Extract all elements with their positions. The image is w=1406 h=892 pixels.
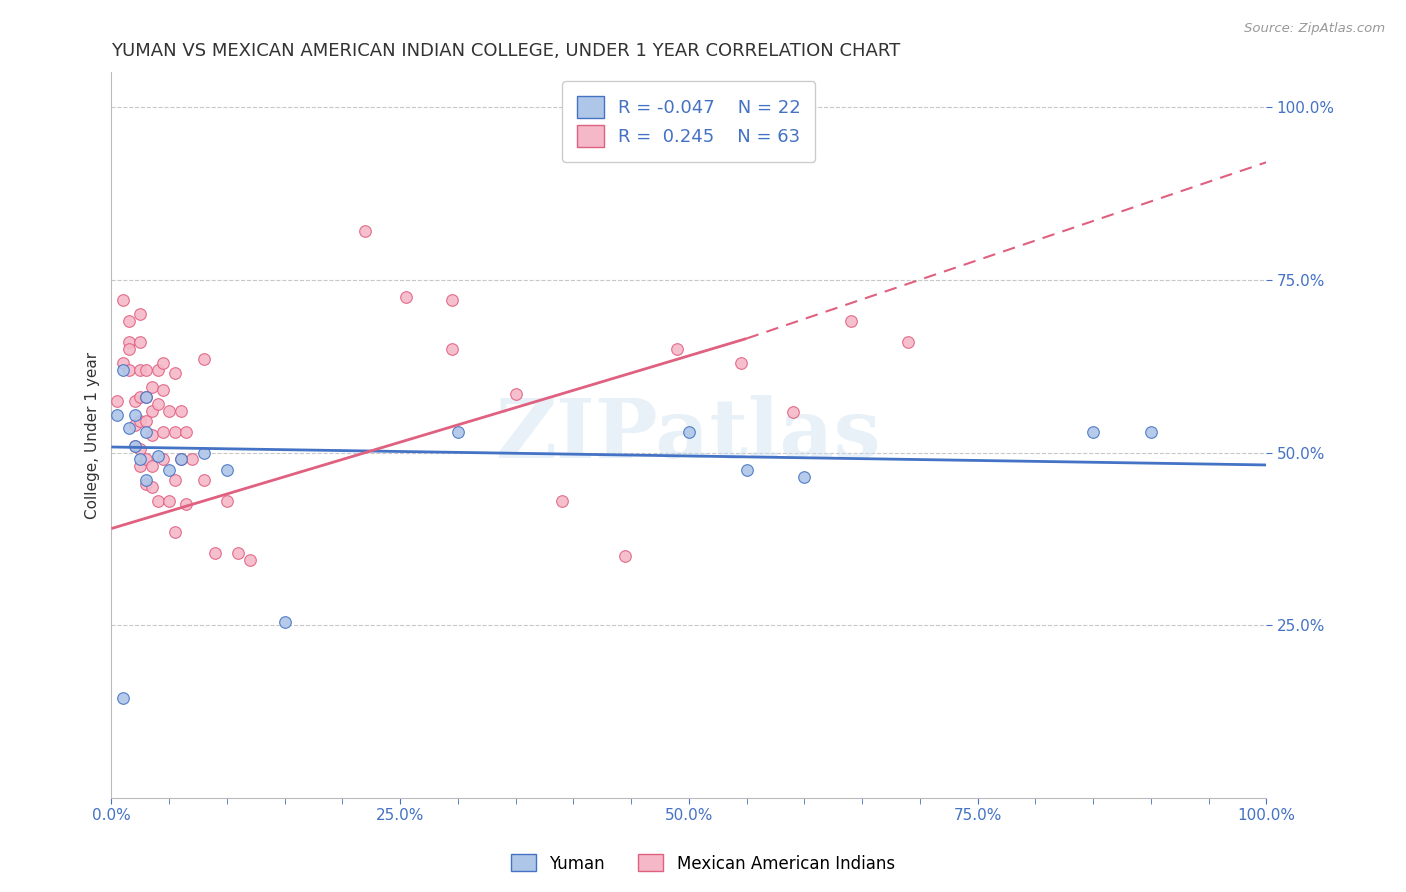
Point bbox=[215, 463, 238, 477]
Point bbox=[839, 314, 862, 328]
Point bbox=[730, 356, 752, 370]
Point bbox=[170, 404, 193, 418]
Point bbox=[273, 615, 295, 629]
Point bbox=[152, 384, 174, 398]
Point bbox=[135, 452, 157, 467]
Point bbox=[193, 473, 215, 487]
Point bbox=[129, 307, 152, 321]
Point bbox=[135, 390, 157, 404]
Point bbox=[163, 524, 186, 539]
Point bbox=[129, 414, 152, 428]
Point bbox=[163, 473, 186, 487]
Point bbox=[551, 494, 574, 508]
Point bbox=[118, 342, 141, 356]
Point bbox=[118, 334, 141, 349]
Point bbox=[129, 362, 152, 376]
Point bbox=[782, 405, 804, 419]
Point bbox=[354, 224, 377, 238]
Text: ZIPatlas: ZIPatlas bbox=[496, 395, 882, 475]
Point bbox=[124, 393, 146, 408]
Point bbox=[135, 473, 157, 487]
Point bbox=[124, 417, 146, 432]
Point bbox=[124, 408, 146, 422]
Point bbox=[1081, 425, 1104, 439]
Point bbox=[111, 293, 134, 308]
Point bbox=[666, 342, 689, 356]
Point bbox=[215, 494, 238, 508]
Text: YUMAN VS MEXICAN AMERICAN INDIAN COLLEGE, UNDER 1 YEAR CORRELATION CHART: YUMAN VS MEXICAN AMERICAN INDIAN COLLEGE… bbox=[111, 42, 901, 60]
Point bbox=[141, 404, 163, 418]
Point bbox=[124, 439, 146, 453]
Point bbox=[897, 334, 920, 349]
Point bbox=[118, 421, 141, 435]
Point bbox=[111, 356, 134, 370]
Point bbox=[141, 459, 163, 474]
Point bbox=[163, 366, 186, 380]
Point bbox=[170, 452, 193, 467]
Point bbox=[793, 469, 815, 483]
Point bbox=[146, 397, 169, 411]
Point bbox=[105, 393, 128, 408]
Point bbox=[176, 425, 198, 439]
Point bbox=[152, 425, 174, 439]
Point bbox=[146, 362, 169, 376]
Point bbox=[141, 480, 163, 494]
Point bbox=[505, 386, 527, 401]
Point bbox=[395, 290, 418, 304]
Legend: R = -0.047    N = 22, R =  0.245    N = 63: R = -0.047 N = 22, R = 0.245 N = 63 bbox=[562, 81, 815, 161]
Point bbox=[129, 459, 152, 474]
Point bbox=[176, 497, 198, 511]
Point bbox=[105, 408, 128, 422]
Point bbox=[135, 414, 157, 428]
Point bbox=[111, 362, 134, 376]
Point bbox=[135, 476, 157, 491]
Point bbox=[129, 390, 152, 404]
Point bbox=[157, 494, 180, 508]
Point bbox=[141, 380, 163, 394]
Point bbox=[204, 546, 226, 560]
Point bbox=[152, 452, 174, 467]
Point bbox=[129, 442, 152, 456]
Point bbox=[163, 425, 186, 439]
Point bbox=[157, 404, 180, 418]
Point bbox=[447, 425, 470, 439]
Point bbox=[129, 334, 152, 349]
Point bbox=[135, 362, 157, 376]
Point bbox=[135, 425, 157, 439]
Text: Source: ZipAtlas.com: Source: ZipAtlas.com bbox=[1244, 22, 1385, 36]
Point bbox=[129, 452, 152, 467]
Point bbox=[193, 352, 215, 367]
Point bbox=[170, 452, 193, 467]
Point bbox=[152, 356, 174, 370]
Point bbox=[118, 314, 141, 328]
Point bbox=[157, 463, 180, 477]
Point bbox=[441, 342, 464, 356]
Point bbox=[228, 546, 250, 560]
Point bbox=[441, 293, 464, 308]
Point bbox=[146, 494, 169, 508]
Y-axis label: College, Under 1 year: College, Under 1 year bbox=[86, 351, 100, 519]
Point bbox=[146, 449, 169, 463]
Point bbox=[135, 390, 157, 404]
Point bbox=[239, 552, 262, 566]
Point bbox=[111, 690, 134, 705]
Point bbox=[193, 445, 215, 459]
Point bbox=[181, 452, 204, 467]
Point bbox=[118, 362, 141, 376]
Point bbox=[735, 463, 758, 477]
Point bbox=[124, 439, 146, 453]
Point bbox=[1140, 425, 1163, 439]
Legend: Yuman, Mexican American Indians: Yuman, Mexican American Indians bbox=[505, 847, 901, 880]
Point bbox=[614, 549, 637, 564]
Point bbox=[678, 425, 700, 439]
Point bbox=[141, 428, 163, 442]
